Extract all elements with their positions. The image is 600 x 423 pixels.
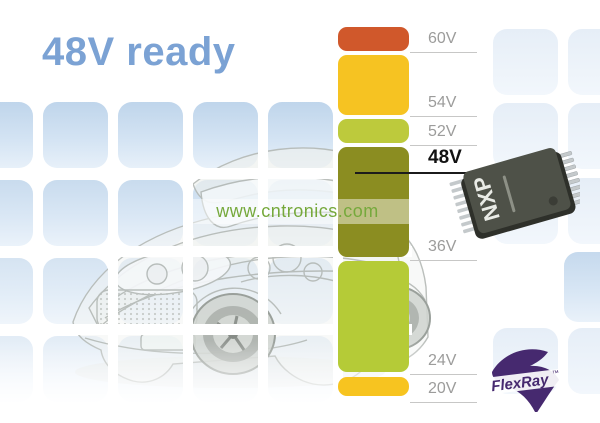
- voltage-segment-54V-60V: [338, 55, 409, 115]
- watermark: www.cntronics.com: [186, 199, 409, 224]
- flexray-logo: FlexRay ™: [484, 349, 568, 412]
- grid-cell: [43, 102, 108, 168]
- voltage-segment-above-60V: [338, 27, 409, 51]
- grid-cell: [0, 258, 33, 324]
- grid-cell: [118, 102, 183, 168]
- grid-cell: [564, 252, 600, 322]
- grid-cell: [568, 103, 600, 169]
- page-title: 48V ready: [42, 30, 236, 74]
- flexray-tm: ™: [552, 370, 560, 378]
- grid-cell: [0, 336, 33, 402]
- grid-cell: [118, 180, 183, 246]
- grid-cell: [493, 29, 558, 95]
- grid-cell: [0, 180, 33, 246]
- voltage-segment-36V-52V: [338, 147, 409, 257]
- nxp-chip-image: NXP: [449, 147, 580, 239]
- grid-cell: [568, 29, 600, 95]
- voltage-segment-52V-54V: [338, 119, 409, 143]
- flexray-wordmark: FlexRay: [490, 371, 550, 395]
- grid-cell: [0, 102, 33, 168]
- grid-cell: [43, 180, 108, 246]
- voltage-segment-20V-24V: [338, 377, 409, 396]
- voltage-segment-24V-36V: [338, 261, 409, 372]
- car-wheel-front: [190, 293, 276, 375]
- grid-cell: [568, 328, 600, 394]
- car-grille: [96, 289, 198, 331]
- voltage-bar: [338, 0, 409, 423]
